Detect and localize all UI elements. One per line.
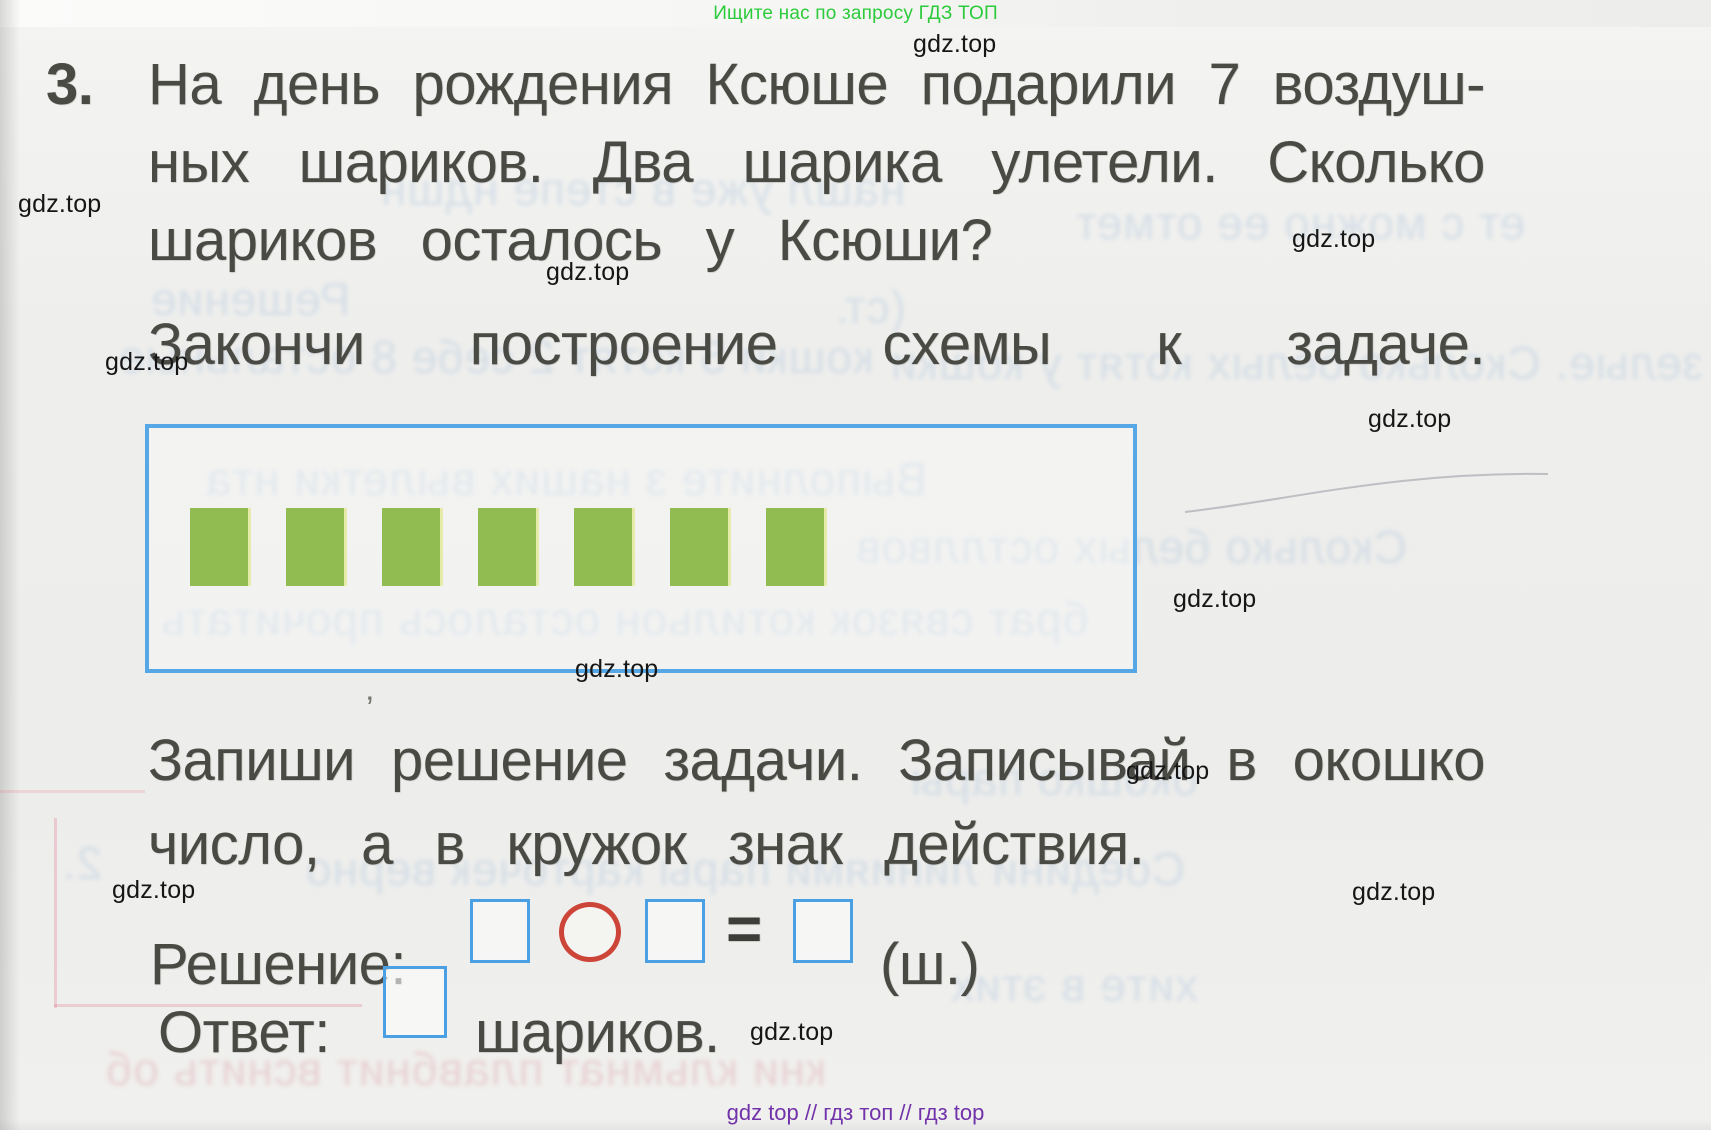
scheme-square [574, 508, 632, 586]
scheme-instruction: Закончи построение схемы к задаче. [148, 310, 1485, 381]
solution-operation-circle [559, 902, 621, 962]
word: Запиши [148, 728, 356, 793]
word: 7 [1208, 52, 1241, 117]
word: задачи. [663, 728, 863, 793]
word: Закончи [148, 312, 365, 377]
gdz-watermark: gdz.top [575, 655, 659, 683]
word: Ксюше [705, 52, 889, 117]
scheme-square [286, 508, 344, 586]
solution-instruction-line-1: Запиши решение задачи. Записывай в окошко [148, 726, 1485, 797]
word: день [253, 52, 381, 117]
ghost-text-line: 2. [62, 837, 103, 889]
ghost-text-line: ’ [366, 690, 375, 728]
scheme-square [190, 508, 248, 586]
word: воздуш- [1272, 52, 1486, 117]
gdz-watermark: gdz.top [913, 30, 997, 58]
gdz-watermark: gdz.top [1126, 757, 1210, 785]
gdz-watermark: gdz.top [1292, 225, 1376, 253]
answer-number-box [383, 966, 447, 1038]
word: схемы [882, 312, 1052, 377]
gdz-watermark: gdz.top [1368, 405, 1452, 433]
scheme-square [670, 508, 728, 586]
answer-label: Ответ: [158, 1000, 330, 1065]
word: в [1226, 728, 1257, 793]
scheme-square [766, 508, 824, 586]
solution-first-number-box [470, 899, 530, 963]
word: решение [390, 728, 628, 793]
solution-instruction-line-2: число, а в кружок знак действия. [148, 812, 1145, 877]
gdz-watermark: gdz.top [1352, 878, 1436, 906]
gdz-watermark: gdz.top [105, 348, 189, 376]
promo-banner-bottom: gdz top // гдз топ // гдз top [726, 1100, 985, 1125]
word: Сколько [1267, 130, 1485, 195]
statement-line-3: шариков осталось у Ксюши? [148, 208, 993, 273]
word: ных [148, 130, 250, 195]
scan-bottom-edge-shadow [0, 1120, 1711, 1130]
equals-sign: = [726, 895, 763, 964]
solution-result-box [793, 899, 853, 963]
gdz-watermark: gdz.top [1173, 585, 1257, 613]
ghost-pink-frame-vertical [54, 818, 57, 1008]
word: построение [469, 312, 778, 377]
word: к [1156, 312, 1182, 377]
word: подарили [920, 52, 1177, 117]
statement-line-2: ных шариков. Два шарика улетели. Сколько [148, 128, 1485, 199]
word: окошко [1292, 728, 1486, 793]
word: На [148, 52, 222, 117]
scheme-square [382, 508, 440, 586]
scheme-square [478, 508, 536, 586]
gdz-watermark: gdz.top [546, 258, 630, 286]
gdz-watermark: gdz.top [750, 1018, 834, 1046]
gdz-watermark: gdz.top [112, 876, 196, 904]
word: улетели. [991, 130, 1218, 195]
ghost-pink-streak [0, 790, 145, 793]
word: Два [592, 130, 694, 195]
scan-top-strip [0, 0, 1711, 27]
promo-banner-top: Ищите нас по запросу ГДЗ ТОП [713, 3, 998, 24]
solution-units-label: (ш.) [880, 932, 980, 997]
gdz-watermark: gdz.top [18, 190, 102, 218]
word: Записывай [898, 728, 1191, 793]
solution-label: Решение: [150, 932, 406, 997]
word: шарика [742, 130, 942, 195]
word: шариков. [298, 130, 544, 195]
problem-number: 3. [46, 52, 94, 117]
solution-second-number-box [645, 899, 705, 963]
answer-units-label: шариков. [475, 1000, 720, 1065]
word: задаче. [1286, 312, 1485, 377]
ghost-pink-frame-horizontal [54, 1004, 362, 1007]
word: рождения [412, 52, 674, 117]
statement-line-1: На день рождения Ксюше подарили 7 воздуш- [148, 50, 1485, 121]
ghost-text-line: хите в этих [950, 959, 1199, 1011]
scan-left-edge-shadow [0, 0, 20, 1130]
